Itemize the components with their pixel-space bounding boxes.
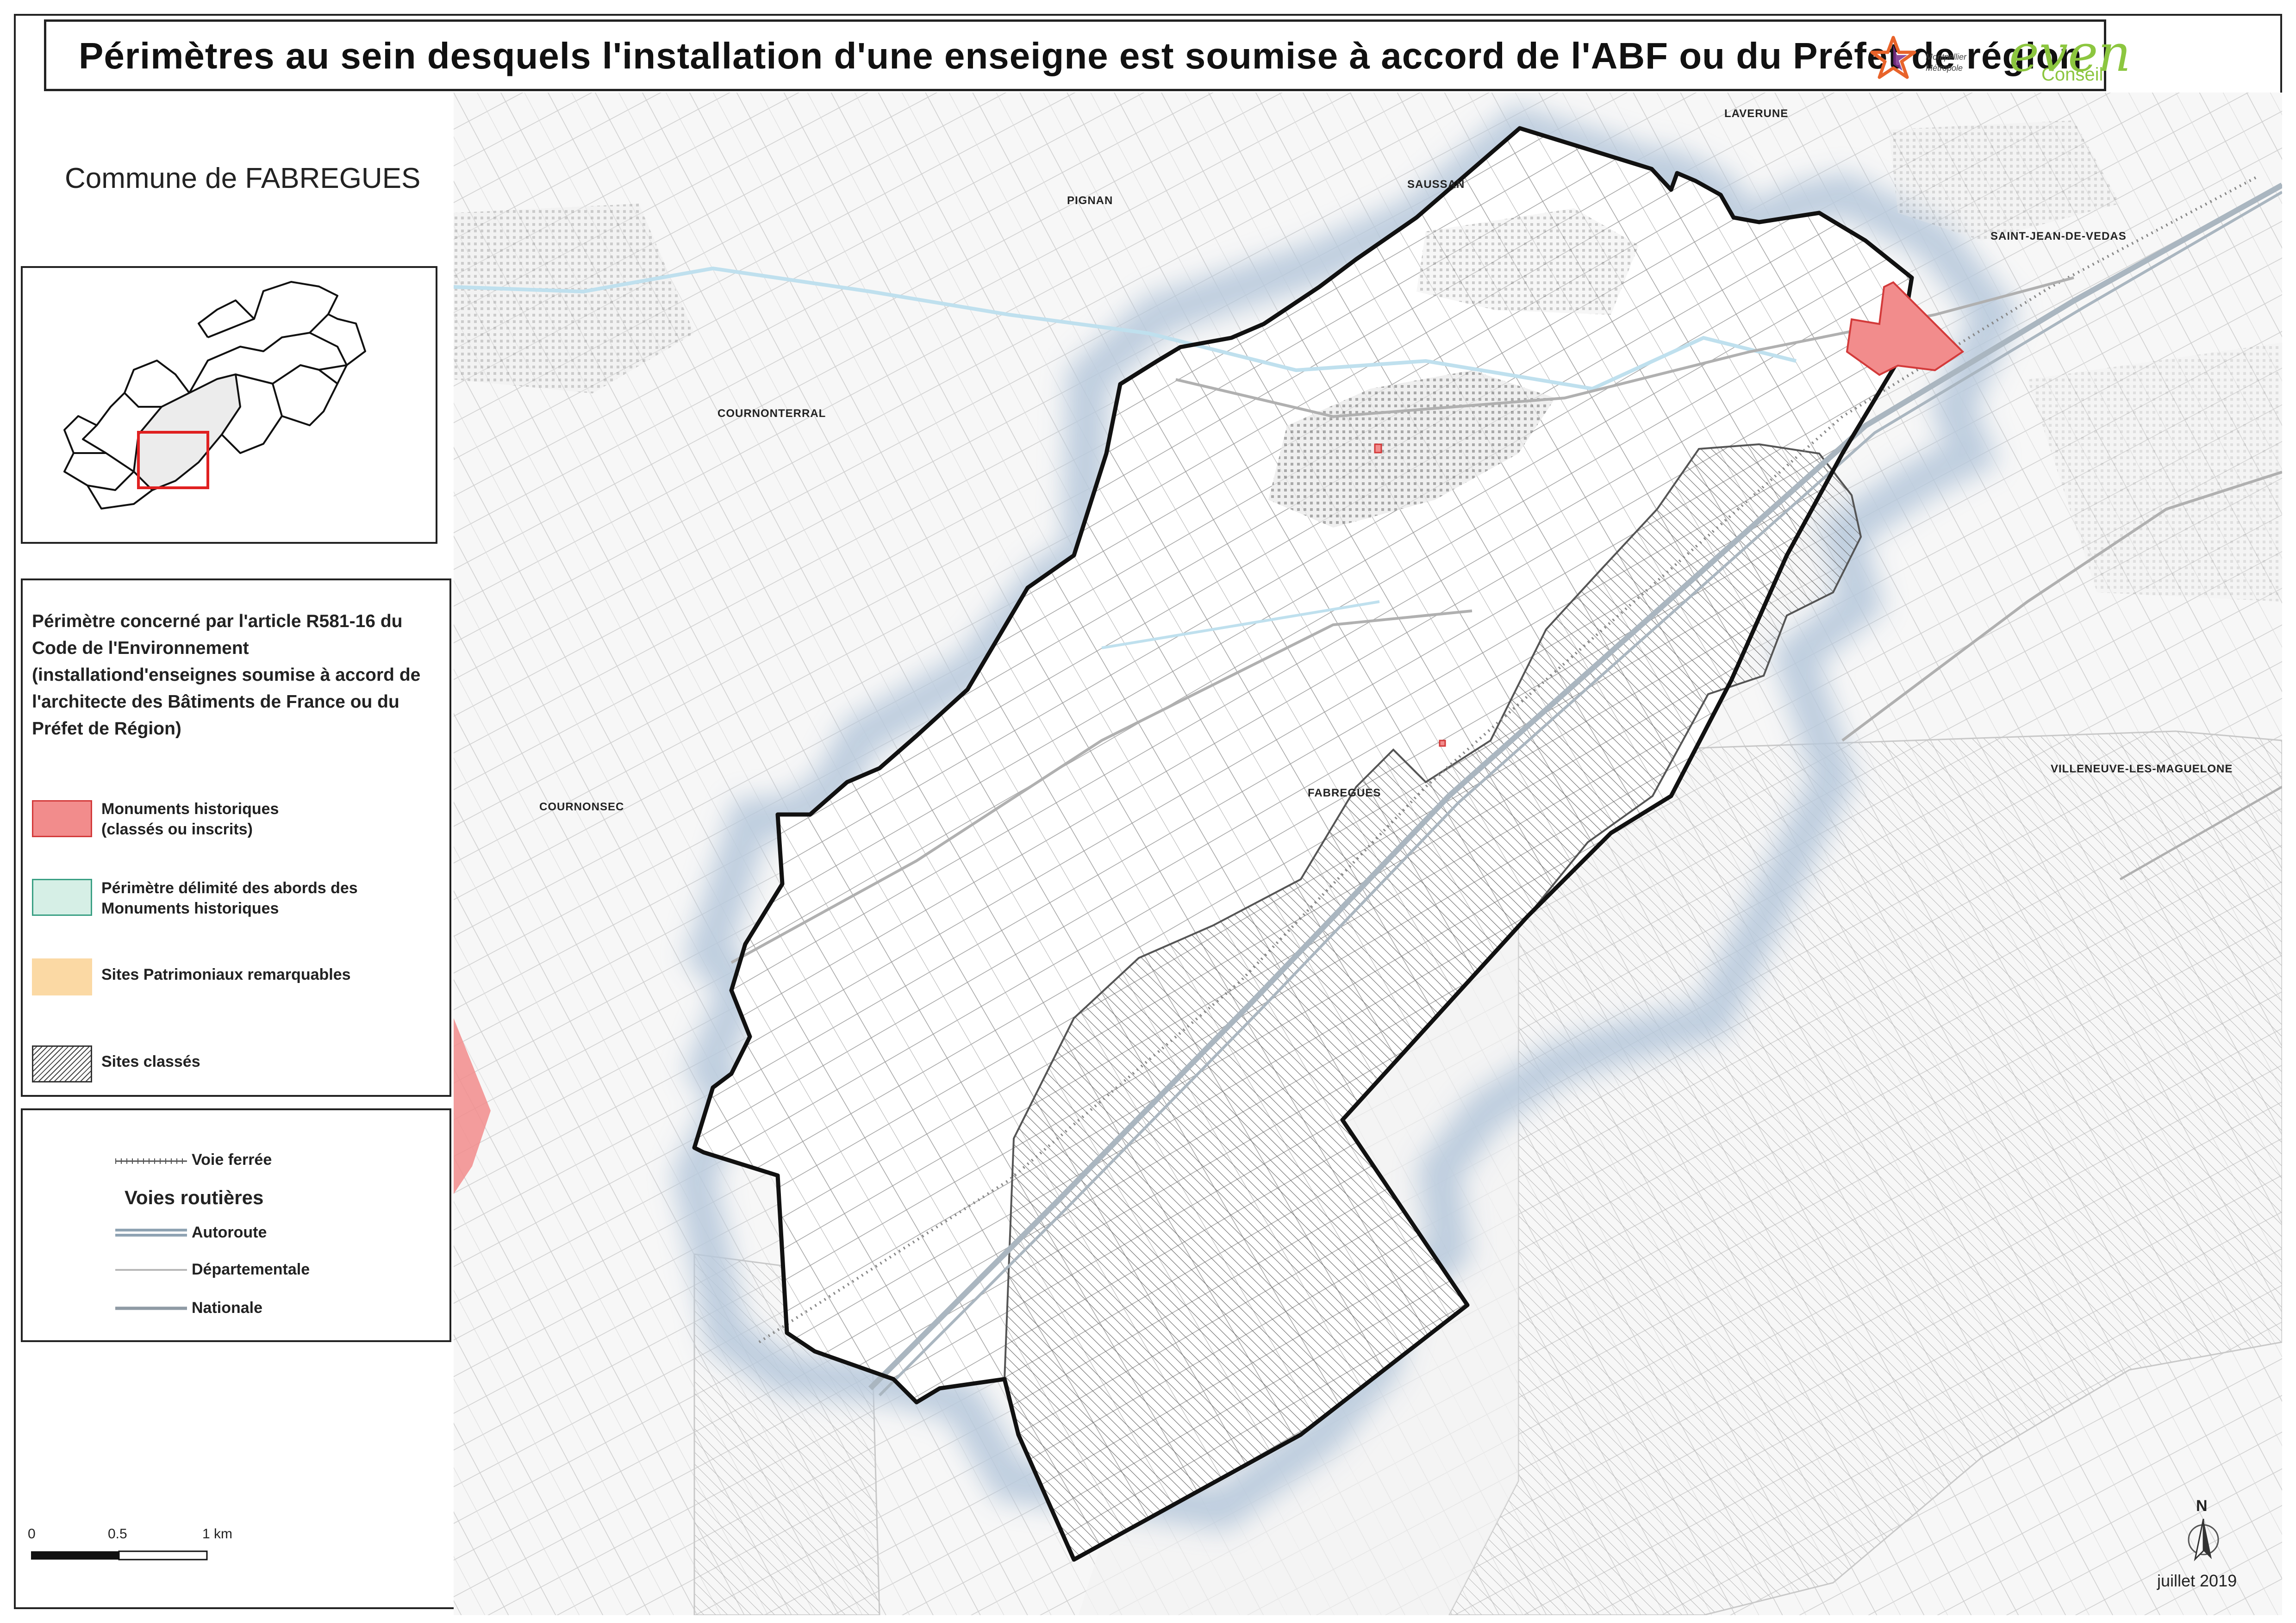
legend-swatch-sites-classes	[32, 1045, 92, 1082]
place-pignan: PIGNAN	[1067, 194, 1113, 207]
north-arrow-icon	[2188, 1518, 2219, 1561]
legend-heading: Périmètre concerné par l'article R581-16…	[32, 611, 421, 739]
logo-conseil-word: Conseil	[2041, 64, 2103, 85]
monument-village	[1374, 443, 1382, 454]
place-saint-jean: SAINT-JEAN-DE-VEDAS	[1990, 230, 2127, 243]
montpellier-metropole-logo: Montpellier Métropole	[1870, 35, 1990, 81]
even-conseil-logo: even Conseil	[2009, 24, 2131, 88]
map-canvas	[454, 93, 2282, 1615]
scale-label-half: 0.5	[108, 1526, 127, 1542]
legend-label-sites-classes: Sites classés	[101, 1053, 200, 1070]
legend-voies: Voie ferrée Voies routières Autoroute Dé…	[21, 1108, 451, 1342]
place-cournonsec: COURNONSEC	[539, 801, 624, 813]
railway-symbol	[115, 1158, 187, 1164]
legend-perimetre: Périmètre concerné par l'article R581-16…	[21, 578, 451, 1097]
autoroute-symbol	[115, 1229, 187, 1237]
legend-swatch-spr	[32, 958, 92, 995]
fabregues-village	[1268, 370, 1555, 528]
legend-swatch-abords	[32, 879, 92, 916]
commune-label: Commune de FABREGUES	[65, 162, 421, 194]
locator-map	[21, 266, 437, 544]
logo-mm-line2: Métropole	[1926, 63, 1963, 73]
legend-swatch-monuments	[32, 800, 92, 837]
map-title: Périmètres au sein desquels l'installati…	[79, 35, 2083, 76]
legend-label-railway: Voie ferrée	[192, 1151, 272, 1169]
locator-highlight	[137, 431, 209, 489]
commune-outline	[692, 126, 1914, 1562]
legend-label-departementale: Départementale	[192, 1261, 310, 1278]
legend-label-abords: Périmètre délimité des abords des Monume…	[101, 879, 358, 917]
map-date: juillet 2019	[2157, 1571, 2237, 1590]
north-label: N	[2196, 1497, 2208, 1515]
star-logo-icon	[1870, 36, 1916, 79]
scale-label-0: 0	[28, 1526, 36, 1542]
scale-label-1km: 1 km	[202, 1526, 233, 1542]
logo-mm-line1: Montpellier	[1926, 52, 1967, 62]
legend-roads-heading: Voies routières	[125, 1187, 264, 1208]
north-arrow: N	[2185, 1497, 2222, 1571]
legend-label-nationale: Nationale	[192, 1299, 263, 1317]
place-laverune: LAVERUNE	[1724, 107, 1789, 120]
monument-west-edge	[454, 1018, 491, 1194]
logo-even-word: even	[2009, 24, 2131, 83]
title-box: Périmètres au sein desquels l'installati…	[44, 19, 2131, 91]
monument-fabregues	[1439, 740, 1446, 747]
monument-saint-jean	[1846, 281, 1965, 376]
legend-label-autoroute: Autoroute	[192, 1224, 267, 1241]
nationale-symbol	[115, 1306, 187, 1310]
place-fabregues: FABREGUES	[1308, 787, 1381, 799]
legend-label-monuments: Monuments historiques (classés ou inscri…	[101, 800, 279, 838]
legend-label-spr: Sites Patrimoniaux remarquables	[101, 966, 351, 983]
place-villeneuve: VILLENEUVE-LES-MAGUELONE	[2051, 763, 2233, 775]
place-cournonterral: COURNONTERRAL	[718, 407, 826, 420]
place-saussan: SAUSSAN	[1407, 178, 1465, 191]
departementale-symbol	[115, 1269, 187, 1271]
